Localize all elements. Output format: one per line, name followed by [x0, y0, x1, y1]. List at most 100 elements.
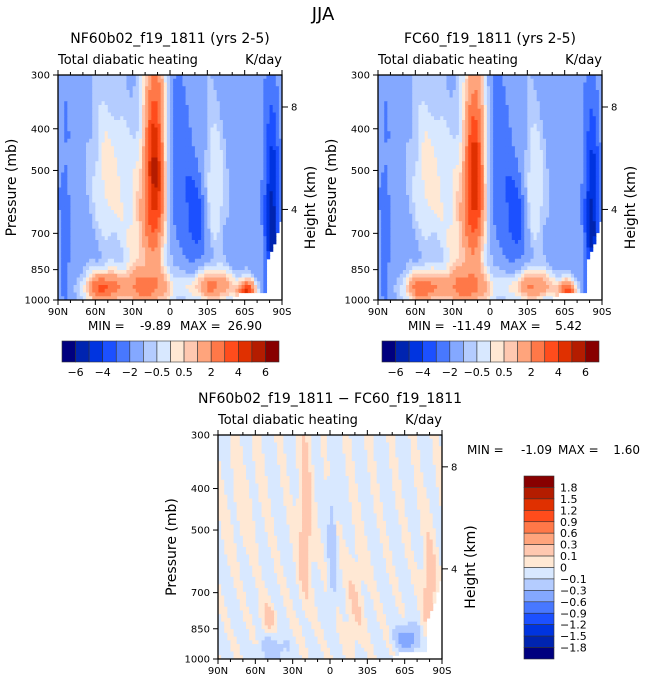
field-cell — [110, 183, 115, 189]
field-cell — [430, 93, 435, 99]
field-cell — [210, 105, 215, 110]
field-cell — [123, 168, 128, 174]
field-cell — [185, 236, 190, 241]
field-cell — [132, 191, 137, 196]
field-cell — [117, 78, 121, 84]
field-cell — [185, 93, 190, 99]
field-cell — [182, 236, 187, 241]
colorbar-box — [197, 340, 212, 363]
field-cell — [179, 172, 184, 177]
field-cell — [430, 105, 435, 110]
field-cell — [182, 112, 187, 117]
field-cell — [244, 277, 249, 282]
field-cell — [269, 78, 274, 84]
field-cell — [76, 82, 81, 87]
field-cell — [232, 153, 236, 159]
field-cell — [204, 146, 208, 151]
field-cell — [207, 172, 212, 177]
field-cell — [511, 93, 516, 99]
field-cell — [160, 142, 165, 147]
field-cell — [244, 127, 249, 132]
field-cell — [148, 101, 152, 106]
field-cell — [76, 172, 81, 177]
field-cell — [166, 258, 171, 264]
field-cell — [412, 108, 416, 114]
field-cell — [241, 198, 246, 204]
field-cell — [232, 93, 236, 99]
field-cell — [247, 153, 252, 159]
field-cell — [179, 198, 184, 204]
field-cell — [219, 97, 224, 102]
field-cell — [533, 82, 538, 87]
field-cell — [92, 296, 96, 300]
colorbar-box — [143, 340, 158, 363]
field-cell — [238, 198, 243, 204]
field-cell — [157, 221, 162, 226]
field-cell — [120, 187, 124, 192]
field-cell — [145, 251, 149, 256]
field-cell — [117, 157, 121, 162]
field-cell — [502, 101, 507, 106]
field-cell — [219, 146, 224, 151]
field-cell — [166, 105, 171, 110]
field-cell — [586, 97, 591, 102]
field-cell — [166, 225, 171, 230]
field-cell — [201, 202, 205, 207]
field-cell — [188, 236, 193, 241]
field-cell — [92, 292, 96, 297]
field-cell — [213, 225, 218, 230]
field-cell — [173, 78, 177, 84]
field-cell — [567, 82, 572, 87]
field-cell — [154, 138, 159, 144]
field-cell — [266, 247, 271, 252]
field-cell — [132, 195, 137, 200]
field-cell — [194, 251, 199, 256]
field-cell — [67, 191, 72, 196]
field-cell — [142, 221, 146, 226]
field-cell — [188, 101, 193, 106]
field-cell — [257, 123, 261, 129]
field-cell — [154, 131, 159, 136]
field-cell — [132, 258, 137, 264]
field-cell — [232, 281, 236, 286]
field-cell — [229, 82, 233, 87]
field-cell — [142, 108, 146, 114]
field-cell — [552, 86, 556, 91]
field-cell — [79, 131, 84, 136]
field-cell — [204, 172, 208, 177]
field-cell — [213, 108, 218, 114]
field-cell — [89, 195, 93, 200]
field-cell — [427, 78, 432, 84]
field-cell — [179, 262, 184, 267]
field-cell — [64, 165, 68, 170]
field-cell — [275, 210, 280, 215]
field-cell — [232, 273, 236, 279]
field-cell — [254, 273, 258, 279]
field-cell — [129, 266, 134, 271]
field-cell — [114, 296, 118, 300]
field-cell — [170, 296, 174, 300]
field-cell — [238, 236, 243, 241]
field-cell — [269, 232, 274, 237]
field-cell — [163, 90, 168, 95]
field-cell — [173, 165, 177, 170]
field-cell — [194, 172, 199, 177]
field-cell — [204, 213, 208, 219]
field-cell — [73, 228, 78, 234]
field-cell — [117, 296, 121, 300]
field-cell — [76, 86, 81, 91]
field-cell — [123, 258, 128, 264]
field-cell — [247, 123, 252, 129]
field-cell — [157, 157, 162, 162]
field-cell — [70, 221, 75, 226]
field-cell — [107, 217, 112, 222]
field-cell — [76, 75, 81, 80]
field-cell — [269, 236, 274, 241]
field-cell — [598, 78, 602, 84]
field-cell — [117, 93, 121, 99]
field-cell — [269, 165, 274, 170]
field-cell — [182, 292, 187, 297]
field-cell — [95, 258, 100, 264]
field-cell — [104, 101, 109, 106]
field-cell — [213, 157, 218, 162]
